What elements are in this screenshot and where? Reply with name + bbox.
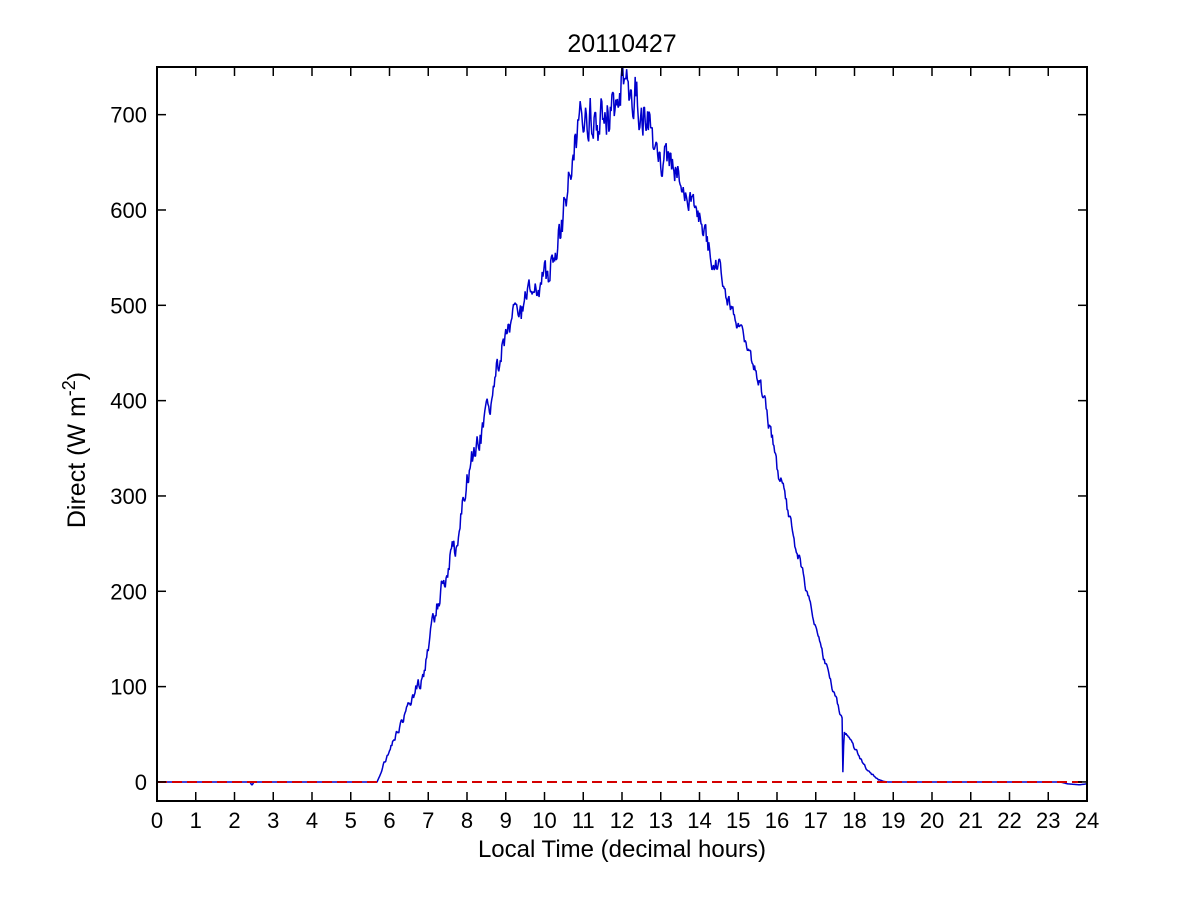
y-axis-label: Direct (W m-2) xyxy=(59,372,91,528)
chart-title: 20110427 xyxy=(567,30,676,58)
x-tick-label: 4 xyxy=(306,808,318,833)
y-axis-label-prefix: Direct (W m xyxy=(63,396,91,528)
x-axis-label: Local Time (decimal hours) xyxy=(478,836,766,863)
y-tick-label: 300 xyxy=(110,484,147,509)
x-tick-label: 21 xyxy=(959,808,983,833)
x-tick-label: 9 xyxy=(500,808,512,833)
y-tick-label: 600 xyxy=(110,198,147,223)
plot-box xyxy=(156,66,1088,802)
y-axis-label-superscript: -2 xyxy=(59,380,79,396)
x-tick-label: 8 xyxy=(461,808,473,833)
x-tick-label: 7 xyxy=(422,808,434,833)
tick-label-layer: 0 1 2 3 4 5 6 7 8 9 10 11 12 13 14 15 16 17 18 19 20 21 22 23 24… xyxy=(110,103,1099,833)
x-tick-label: 12 xyxy=(610,808,634,833)
x-tick-label: 10 xyxy=(532,808,556,833)
x-tick-label: 23 xyxy=(1036,808,1060,833)
x-tick-label: 3 xyxy=(267,808,279,833)
x-tick-label: 24 xyxy=(1075,808,1099,833)
y-tick-label: 0 xyxy=(135,770,147,795)
x-tick-label: 19 xyxy=(881,808,905,833)
x-tick-label: 14 xyxy=(687,808,711,833)
x-tick-label: 15 xyxy=(726,808,750,833)
y-axis-label-suffix: ) xyxy=(63,372,91,380)
axes-layer xyxy=(156,66,1088,802)
y-tick-label: 400 xyxy=(110,389,147,414)
y-tick-label: 200 xyxy=(110,579,147,604)
x-tick-label: 5 xyxy=(345,808,357,833)
x-tick-label: 13 xyxy=(649,808,673,833)
x-tick-label: 1 xyxy=(190,808,202,833)
y-tick-label: 700 xyxy=(110,103,147,128)
y-tick-label: 500 xyxy=(110,293,147,318)
series-direct-irradiance xyxy=(157,66,1088,786)
x-tick-label: 22 xyxy=(997,808,1021,833)
x-tick-label: 2 xyxy=(228,808,240,833)
x-tick-label: 18 xyxy=(842,808,866,833)
x-tick-label: 6 xyxy=(383,808,395,833)
x-tick-label: 20 xyxy=(920,808,944,833)
x-tick-label: 0 xyxy=(151,808,163,833)
x-tick-label: 17 xyxy=(804,808,828,833)
x-tick-label: 11 xyxy=(572,808,595,833)
series-layer xyxy=(157,66,1088,786)
x-tick-label: 16 xyxy=(765,808,789,833)
y-tick-label: 100 xyxy=(110,675,147,700)
